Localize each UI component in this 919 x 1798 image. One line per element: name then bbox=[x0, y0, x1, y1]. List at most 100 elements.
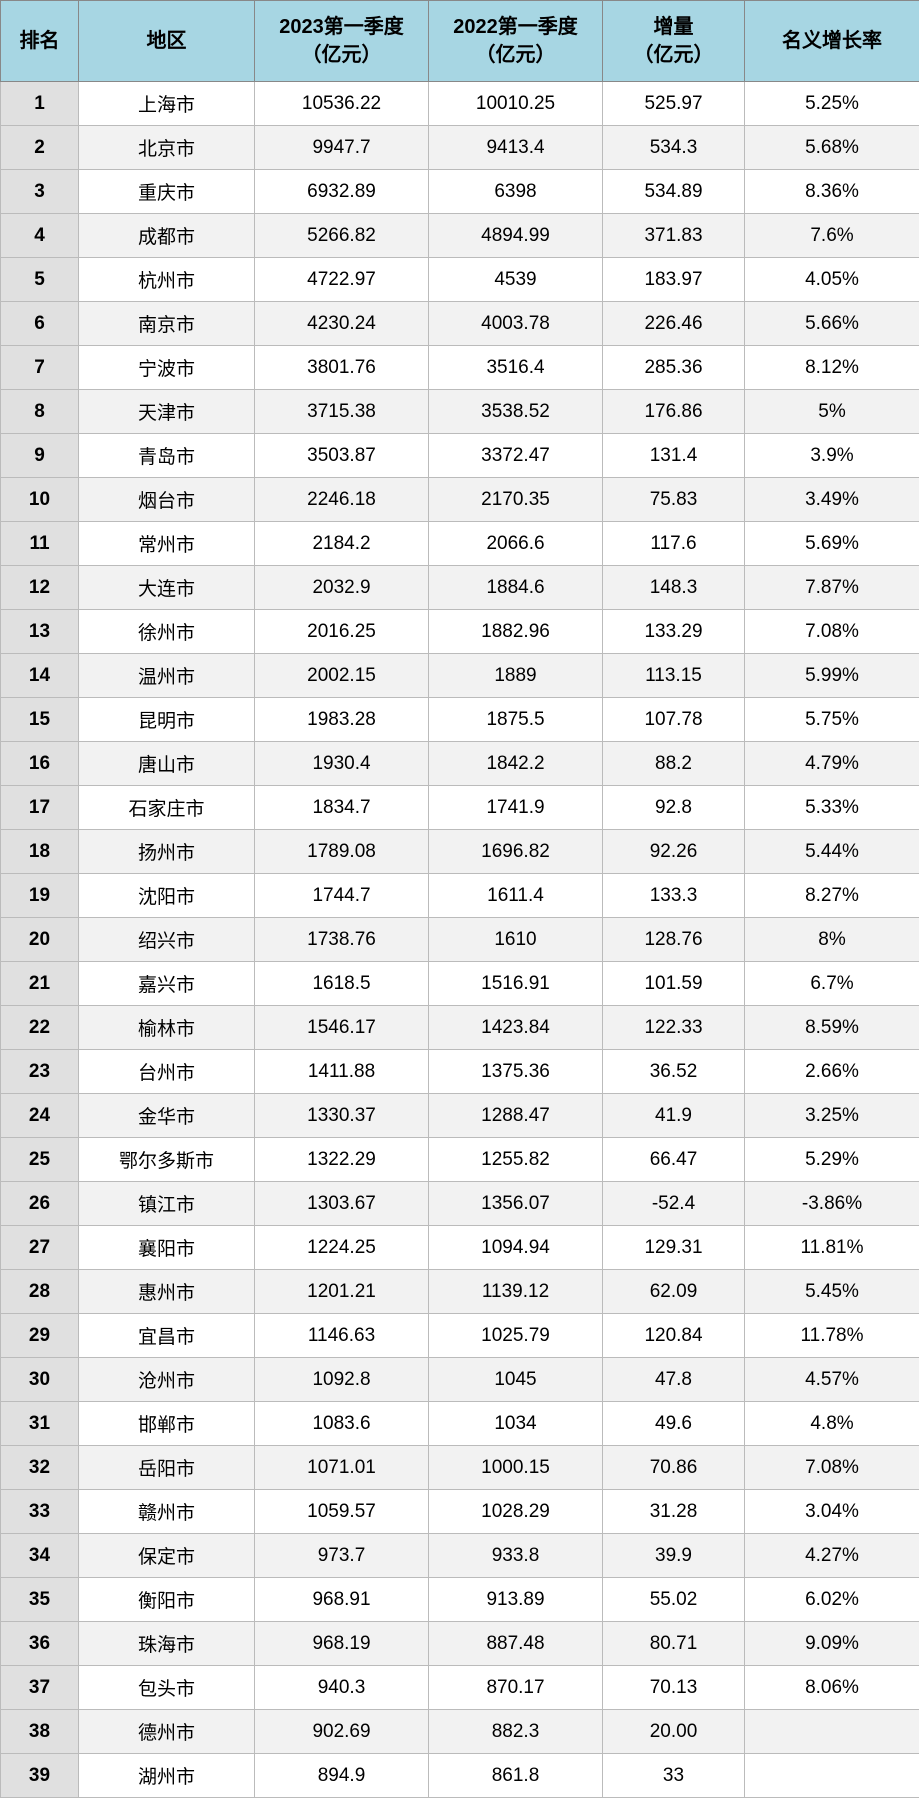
cell-q1_2022: 887.48 bbox=[429, 1622, 603, 1666]
cell-q1_2023: 1411.88 bbox=[255, 1050, 429, 1094]
cell-increment: 113.15 bbox=[603, 654, 745, 698]
table-row: 18扬州市1789.081696.8292.265.44% bbox=[1, 830, 919, 874]
cell-increment: 226.46 bbox=[603, 302, 745, 346]
header-increment: 增量（亿元） bbox=[603, 1, 745, 82]
cell-q1_2023: 3801.76 bbox=[255, 346, 429, 390]
cell-growth: 7.08% bbox=[745, 610, 919, 654]
cell-growth: 7.87% bbox=[745, 566, 919, 610]
cell-region: 烟台市 bbox=[79, 478, 255, 522]
table-row: 13徐州市2016.251882.96133.297.08% bbox=[1, 610, 919, 654]
table-row: 1上海市10536.2210010.25525.975.25% bbox=[1, 82, 919, 126]
cell-rank: 9 bbox=[1, 434, 79, 478]
cell-growth: 6.02% bbox=[745, 1578, 919, 1622]
cell-region: 岳阳市 bbox=[79, 1446, 255, 1490]
cell-increment: 371.83 bbox=[603, 214, 745, 258]
cell-q1_2022: 1028.29 bbox=[429, 1490, 603, 1534]
cell-q1_2023: 1083.6 bbox=[255, 1402, 429, 1446]
cell-increment: 107.78 bbox=[603, 698, 745, 742]
cell-growth: 5% bbox=[745, 390, 919, 434]
cell-growth: 2.66% bbox=[745, 1050, 919, 1094]
cell-region: 宜昌市 bbox=[79, 1314, 255, 1358]
cell-q1_2022: 1139.12 bbox=[429, 1270, 603, 1314]
cell-region: 大连市 bbox=[79, 566, 255, 610]
cell-rank: 4 bbox=[1, 214, 79, 258]
cell-q1_2022: 1696.82 bbox=[429, 830, 603, 874]
cell-increment: 131.4 bbox=[603, 434, 745, 478]
cell-region: 榆林市 bbox=[79, 1006, 255, 1050]
cell-q1_2022: 1882.96 bbox=[429, 610, 603, 654]
table-row: 9青岛市3503.873372.47131.43.9% bbox=[1, 434, 919, 478]
cell-q1_2023: 10536.22 bbox=[255, 82, 429, 126]
cell-increment: 122.33 bbox=[603, 1006, 745, 1050]
table-row: 10烟台市2246.182170.3575.833.49% bbox=[1, 478, 919, 522]
table-row: 35衡阳市968.91913.8955.026.02% bbox=[1, 1578, 919, 1622]
cell-q1_2023: 6932.89 bbox=[255, 170, 429, 214]
cell-region: 石家庄市 bbox=[79, 786, 255, 830]
cell-q1_2023: 9947.7 bbox=[255, 126, 429, 170]
table-row: 37包头市940.3870.1770.138.06% bbox=[1, 1666, 919, 1710]
cell-increment: 80.71 bbox=[603, 1622, 745, 1666]
cell-q1_2023: 1201.21 bbox=[255, 1270, 429, 1314]
cell-q1_2023: 1059.57 bbox=[255, 1490, 429, 1534]
cell-region: 昆明市 bbox=[79, 698, 255, 742]
cell-q1_2023: 968.19 bbox=[255, 1622, 429, 1666]
cell-q1_2022: 870.17 bbox=[429, 1666, 603, 1710]
table-row: 31邯郸市1083.6103449.64.8% bbox=[1, 1402, 919, 1446]
cell-q1_2022: 3372.47 bbox=[429, 434, 603, 478]
cell-region: 邯郸市 bbox=[79, 1402, 255, 1446]
cell-growth: 4.05% bbox=[745, 258, 919, 302]
cell-increment: 39.9 bbox=[603, 1534, 745, 1578]
table-row: 22榆林市1546.171423.84122.338.59% bbox=[1, 1006, 919, 1050]
cell-growth: 3.25% bbox=[745, 1094, 919, 1138]
cell-rank: 34 bbox=[1, 1534, 79, 1578]
cell-rank: 20 bbox=[1, 918, 79, 962]
cell-increment: 88.2 bbox=[603, 742, 745, 786]
cell-region: 保定市 bbox=[79, 1534, 255, 1578]
cell-rank: 36 bbox=[1, 1622, 79, 1666]
cell-q1_2023: 1789.08 bbox=[255, 830, 429, 874]
cell-q1_2023: 1146.63 bbox=[255, 1314, 429, 1358]
table-row: 26镇江市1303.671356.07-52.4-3.86% bbox=[1, 1182, 919, 1226]
cell-increment: 75.83 bbox=[603, 478, 745, 522]
table-row: 3重庆市6932.896398534.898.36% bbox=[1, 170, 919, 214]
cell-q1_2023: 902.69 bbox=[255, 1710, 429, 1754]
table-row: 20绍兴市1738.761610128.768% bbox=[1, 918, 919, 962]
cell-q1_2023: 940.3 bbox=[255, 1666, 429, 1710]
cell-q1_2023: 2032.9 bbox=[255, 566, 429, 610]
cell-increment: 128.76 bbox=[603, 918, 745, 962]
cell-growth: 8.12% bbox=[745, 346, 919, 390]
cell-rank: 24 bbox=[1, 1094, 79, 1138]
cell-q1_2022: 913.89 bbox=[429, 1578, 603, 1622]
cell-growth: 7.6% bbox=[745, 214, 919, 258]
cell-q1_2022: 1356.07 bbox=[429, 1182, 603, 1226]
cell-rank: 39 bbox=[1, 1754, 79, 1798]
cell-region: 珠海市 bbox=[79, 1622, 255, 1666]
cell-increment: 183.97 bbox=[603, 258, 745, 302]
cell-q1_2022: 2066.6 bbox=[429, 522, 603, 566]
cell-q1_2022: 4003.78 bbox=[429, 302, 603, 346]
cell-region: 南京市 bbox=[79, 302, 255, 346]
cell-rank: 33 bbox=[1, 1490, 79, 1534]
cell-q1_2022: 1045 bbox=[429, 1358, 603, 1402]
header-q1_2023: 2023第一季度（亿元） bbox=[255, 1, 429, 82]
cell-growth: 11.81% bbox=[745, 1226, 919, 1270]
cell-region: 沧州市 bbox=[79, 1358, 255, 1402]
cell-q1_2023: 1930.4 bbox=[255, 742, 429, 786]
cell-q1_2023: 1303.67 bbox=[255, 1182, 429, 1226]
table-row: 30沧州市1092.8104547.84.57% bbox=[1, 1358, 919, 1402]
cell-region: 包头市 bbox=[79, 1666, 255, 1710]
cell-rank: 11 bbox=[1, 522, 79, 566]
cell-q1_2022: 1423.84 bbox=[429, 1006, 603, 1050]
cell-increment: 66.47 bbox=[603, 1138, 745, 1182]
cell-region: 成都市 bbox=[79, 214, 255, 258]
cell-growth: 8.06% bbox=[745, 1666, 919, 1710]
cell-q1_2023: 1546.17 bbox=[255, 1006, 429, 1050]
cell-region: 台州市 bbox=[79, 1050, 255, 1094]
cell-increment: 55.02 bbox=[603, 1578, 745, 1622]
table-row: 6南京市4230.244003.78226.465.66% bbox=[1, 302, 919, 346]
cell-growth bbox=[745, 1754, 919, 1798]
cell-q1_2023: 2002.15 bbox=[255, 654, 429, 698]
table-row: 39湖州市894.9861.833 bbox=[1, 1754, 919, 1798]
table-row: 29宜昌市1146.631025.79120.8411.78% bbox=[1, 1314, 919, 1358]
cell-rank: 37 bbox=[1, 1666, 79, 1710]
